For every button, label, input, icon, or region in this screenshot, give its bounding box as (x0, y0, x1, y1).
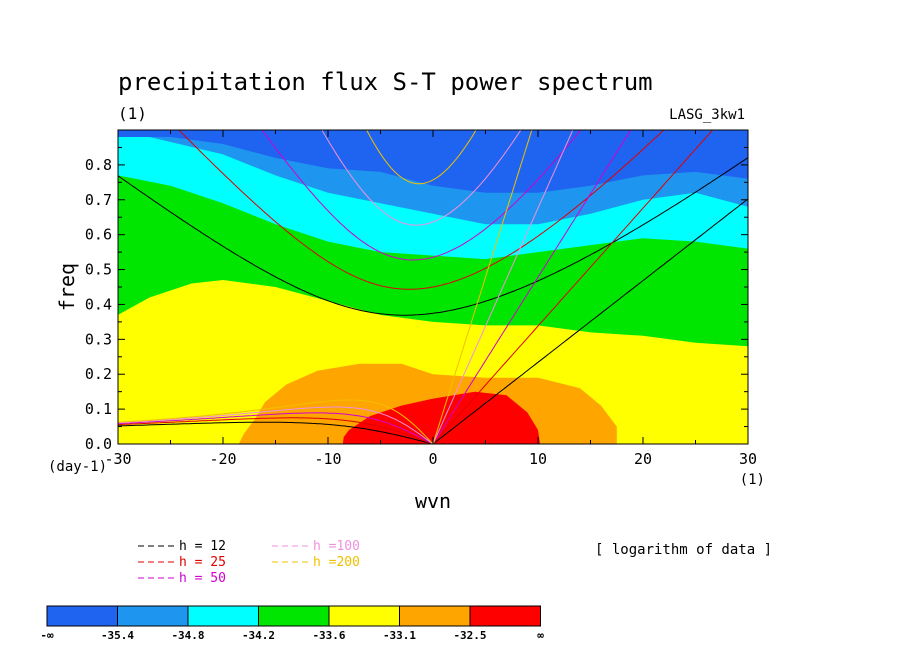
x-tick-label: 30 (739, 450, 757, 468)
kelvin-curve-h200 (432, 130, 533, 444)
x-tick-label: -10 (314, 450, 341, 468)
kelvin-curve-h25 (432, 130, 714, 444)
experiment-label: LASG_3kw1 (669, 107, 745, 123)
legend-label: h = 25 (179, 555, 226, 570)
rossby-curve-h100 (118, 406, 434, 444)
legend-label: h = 12 (179, 539, 226, 554)
color-fill-layer (118, 130, 748, 444)
y-axis-label: freq (55, 263, 79, 311)
y-tick-label: 0.8 (85, 156, 112, 174)
colorbar: -∞ -35.4 -34.8 -34.2 -33.6 -33.1 -32.5 ∞ (40, 605, 544, 642)
x-tick-label: -30 (104, 450, 131, 468)
chart-title: precipitation flux S-T power spectrum (118, 68, 653, 96)
colorbar-swatch (399, 605, 471, 627)
y-unit-label: (day-1) (48, 459, 107, 475)
kelvin-curve-h100 (432, 130, 574, 444)
colorbar-label: -32.5 (453, 629, 486, 642)
colorbar-label: ∞ (537, 629, 544, 642)
x-axis-label: wvn (415, 489, 451, 513)
colorbar-label: -35.4 (101, 629, 134, 642)
colorbar-label: -34.8 (171, 629, 204, 642)
legend-label: h =100 (313, 539, 360, 554)
x-axis: -30 -20 -10 0 10 20 30 (104, 130, 757, 468)
log-note: [ logarithm of data ] (595, 542, 772, 558)
colorbar-label: -34.2 (242, 629, 275, 642)
inertia-gravity-curve-h100 (321, 130, 522, 226)
dispersion-curves (118, 130, 748, 444)
kelvin-curve-h50 (432, 130, 632, 444)
y-axis: 0.0 0.1 0.2 0.3 0.4 0.5 0.6 0.7 0.8 (85, 146, 748, 453)
y-tick-label: 0.5 (85, 261, 112, 279)
curve-group-h50 (118, 130, 632, 444)
colorbar-swatch (187, 605, 259, 627)
y-tick-label: 0.4 (85, 295, 112, 313)
y-tick-label: 0.7 (85, 191, 112, 209)
units-label: (1) (118, 104, 147, 123)
rossby-curve-h200 (118, 399, 434, 444)
inertia-gravity-curve-h25 (178, 130, 665, 290)
y-tick-label: 0.6 (85, 226, 112, 244)
curve-group-h12 (118, 157, 748, 444)
colorbar-swatch (258, 605, 330, 627)
curve-group-h100 (118, 130, 574, 444)
legend-label: h = 50 (179, 571, 226, 586)
y-tick-label: 0.3 (85, 330, 112, 348)
curve-group-h25 (118, 130, 714, 444)
colorbar-label: -∞ (40, 629, 54, 642)
colorbar-swatch (117, 605, 189, 627)
colorbar-label: -33.6 (312, 629, 345, 642)
colorbar-swatch (469, 605, 541, 627)
legend-label: h =200 (313, 555, 360, 570)
rossby-curve-h12 (118, 421, 434, 444)
curve-group-h200 (118, 130, 533, 444)
inertia-gravity-curve-h200 (366, 130, 477, 185)
x-tick-label: -20 (209, 450, 236, 468)
y-tick-label: 0.1 (85, 400, 112, 418)
y-tick-label: 0.0 (85, 435, 112, 453)
x-unit-label: (1) (740, 472, 765, 488)
x-tick-label: 20 (634, 450, 652, 468)
inertia-gravity-curve-h12 (118, 157, 748, 316)
rossby-curve-h50 (118, 412, 434, 444)
kelvin-curve-h12 (432, 198, 748, 444)
colorbar-swatch (46, 605, 118, 627)
x-tick-label: 10 (529, 450, 547, 468)
x-tick-label: 0 (428, 450, 437, 468)
inertia-gravity-curve-h50 (261, 130, 582, 261)
colorbar-swatch (328, 605, 400, 627)
rossby-curve-h25 (118, 417, 434, 444)
y-tick-label: 0.2 (85, 365, 112, 383)
colorbar-label: -33.1 (383, 629, 416, 642)
